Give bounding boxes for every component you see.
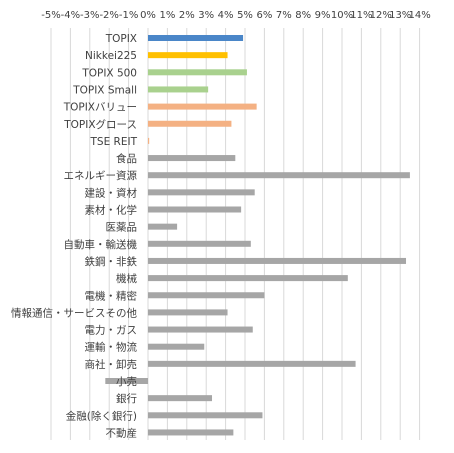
bar [148,103,257,110]
category-label: 金融(除く銀行) [66,409,137,422]
x-tick-label: -5% [41,10,60,21]
bar [148,206,242,213]
bar [148,275,348,282]
bar [148,326,253,333]
bar [148,343,205,350]
bar [148,172,410,179]
category-label: 建設・資材 [85,186,138,199]
category-label: 運輸・物流 [85,341,138,354]
x-tick-label: 6% [256,10,272,21]
x-tick-label: 4% [218,10,234,21]
bar [148,137,150,144]
x-tick-label: -3% [80,10,99,21]
category-label: 銀行 [116,392,137,405]
category-label: 不動産 [106,426,138,439]
bar [148,86,209,93]
x-tick-label: 12% [370,10,392,21]
category-label: 鉄鋼・非鉄 [85,255,138,268]
bar [148,257,407,264]
category-label: TOPIX 500 [81,67,137,79]
category-label: エネルギー資源 [64,169,138,182]
x-tick-label: 10% [331,10,353,21]
gridlines [50,28,421,440]
category-label: 機械 [116,272,137,285]
category-label: 食品 [116,152,137,165]
bar [148,35,244,41]
bars [105,35,410,436]
bar [148,412,263,419]
x-tick-label: -4% [61,10,80,21]
category-label: 素材・化学 [85,204,138,217]
x-tick-label: 13% [389,10,411,21]
bar [148,360,356,367]
x-tick-label: 3% [198,10,214,21]
x-tick-label: -2% [99,10,118,21]
bar [148,223,178,230]
category-label: TOPIX [105,33,137,45]
x-tick-label: 8% [295,10,311,21]
category-label: 商社・卸売 [85,358,138,371]
category-label: 小売 [116,375,137,388]
x-tick-label: -1% [119,10,138,21]
bar [148,189,255,196]
category-label: 電力・ガス [85,324,138,337]
category-labels: TOPIX Nikkei225 TOPIX 500 TOPIX Small TOPIXバ… [11,33,138,439]
bar [148,155,236,162]
category-label: TOPIXバリュー [63,102,137,114]
bar [148,395,213,402]
x-tick-label: 0% [140,10,156,21]
bar [148,240,251,247]
category-label: TOPIXグロース [63,118,137,131]
category-label: 医薬品 [106,222,138,234]
category-label: 電機・精密 [85,289,138,302]
bar [148,309,228,316]
bar [148,69,247,76]
category-label: TOPIX Small [72,84,137,96]
x-tick-label: 7% [276,10,292,21]
bar [148,120,232,127]
bar [148,52,228,59]
bar [148,292,265,299]
x-tick-label: 2% [179,10,195,21]
bar [105,378,148,384]
x-tick-label: 1% [159,10,175,21]
category-label: Nikkei225 [85,50,137,62]
x-axis-ticks: -5% -4% -3% -2% -1% 0% 1% 2% 3% 4% 5% 6% 7% 8% 9% 10%11… [41,10,430,21]
x-tick-label: 5% [237,10,253,21]
category-label: 自動車・輸送機 [64,238,138,251]
x-tick-label: 11% [350,10,372,21]
category-label: 情報通信・サービスその他 [11,306,137,319]
category-label: TSE REIT [90,136,138,148]
bar [148,429,234,436]
x-tick-label: 9% [315,10,331,21]
x-tick-label: 14% [408,10,430,21]
